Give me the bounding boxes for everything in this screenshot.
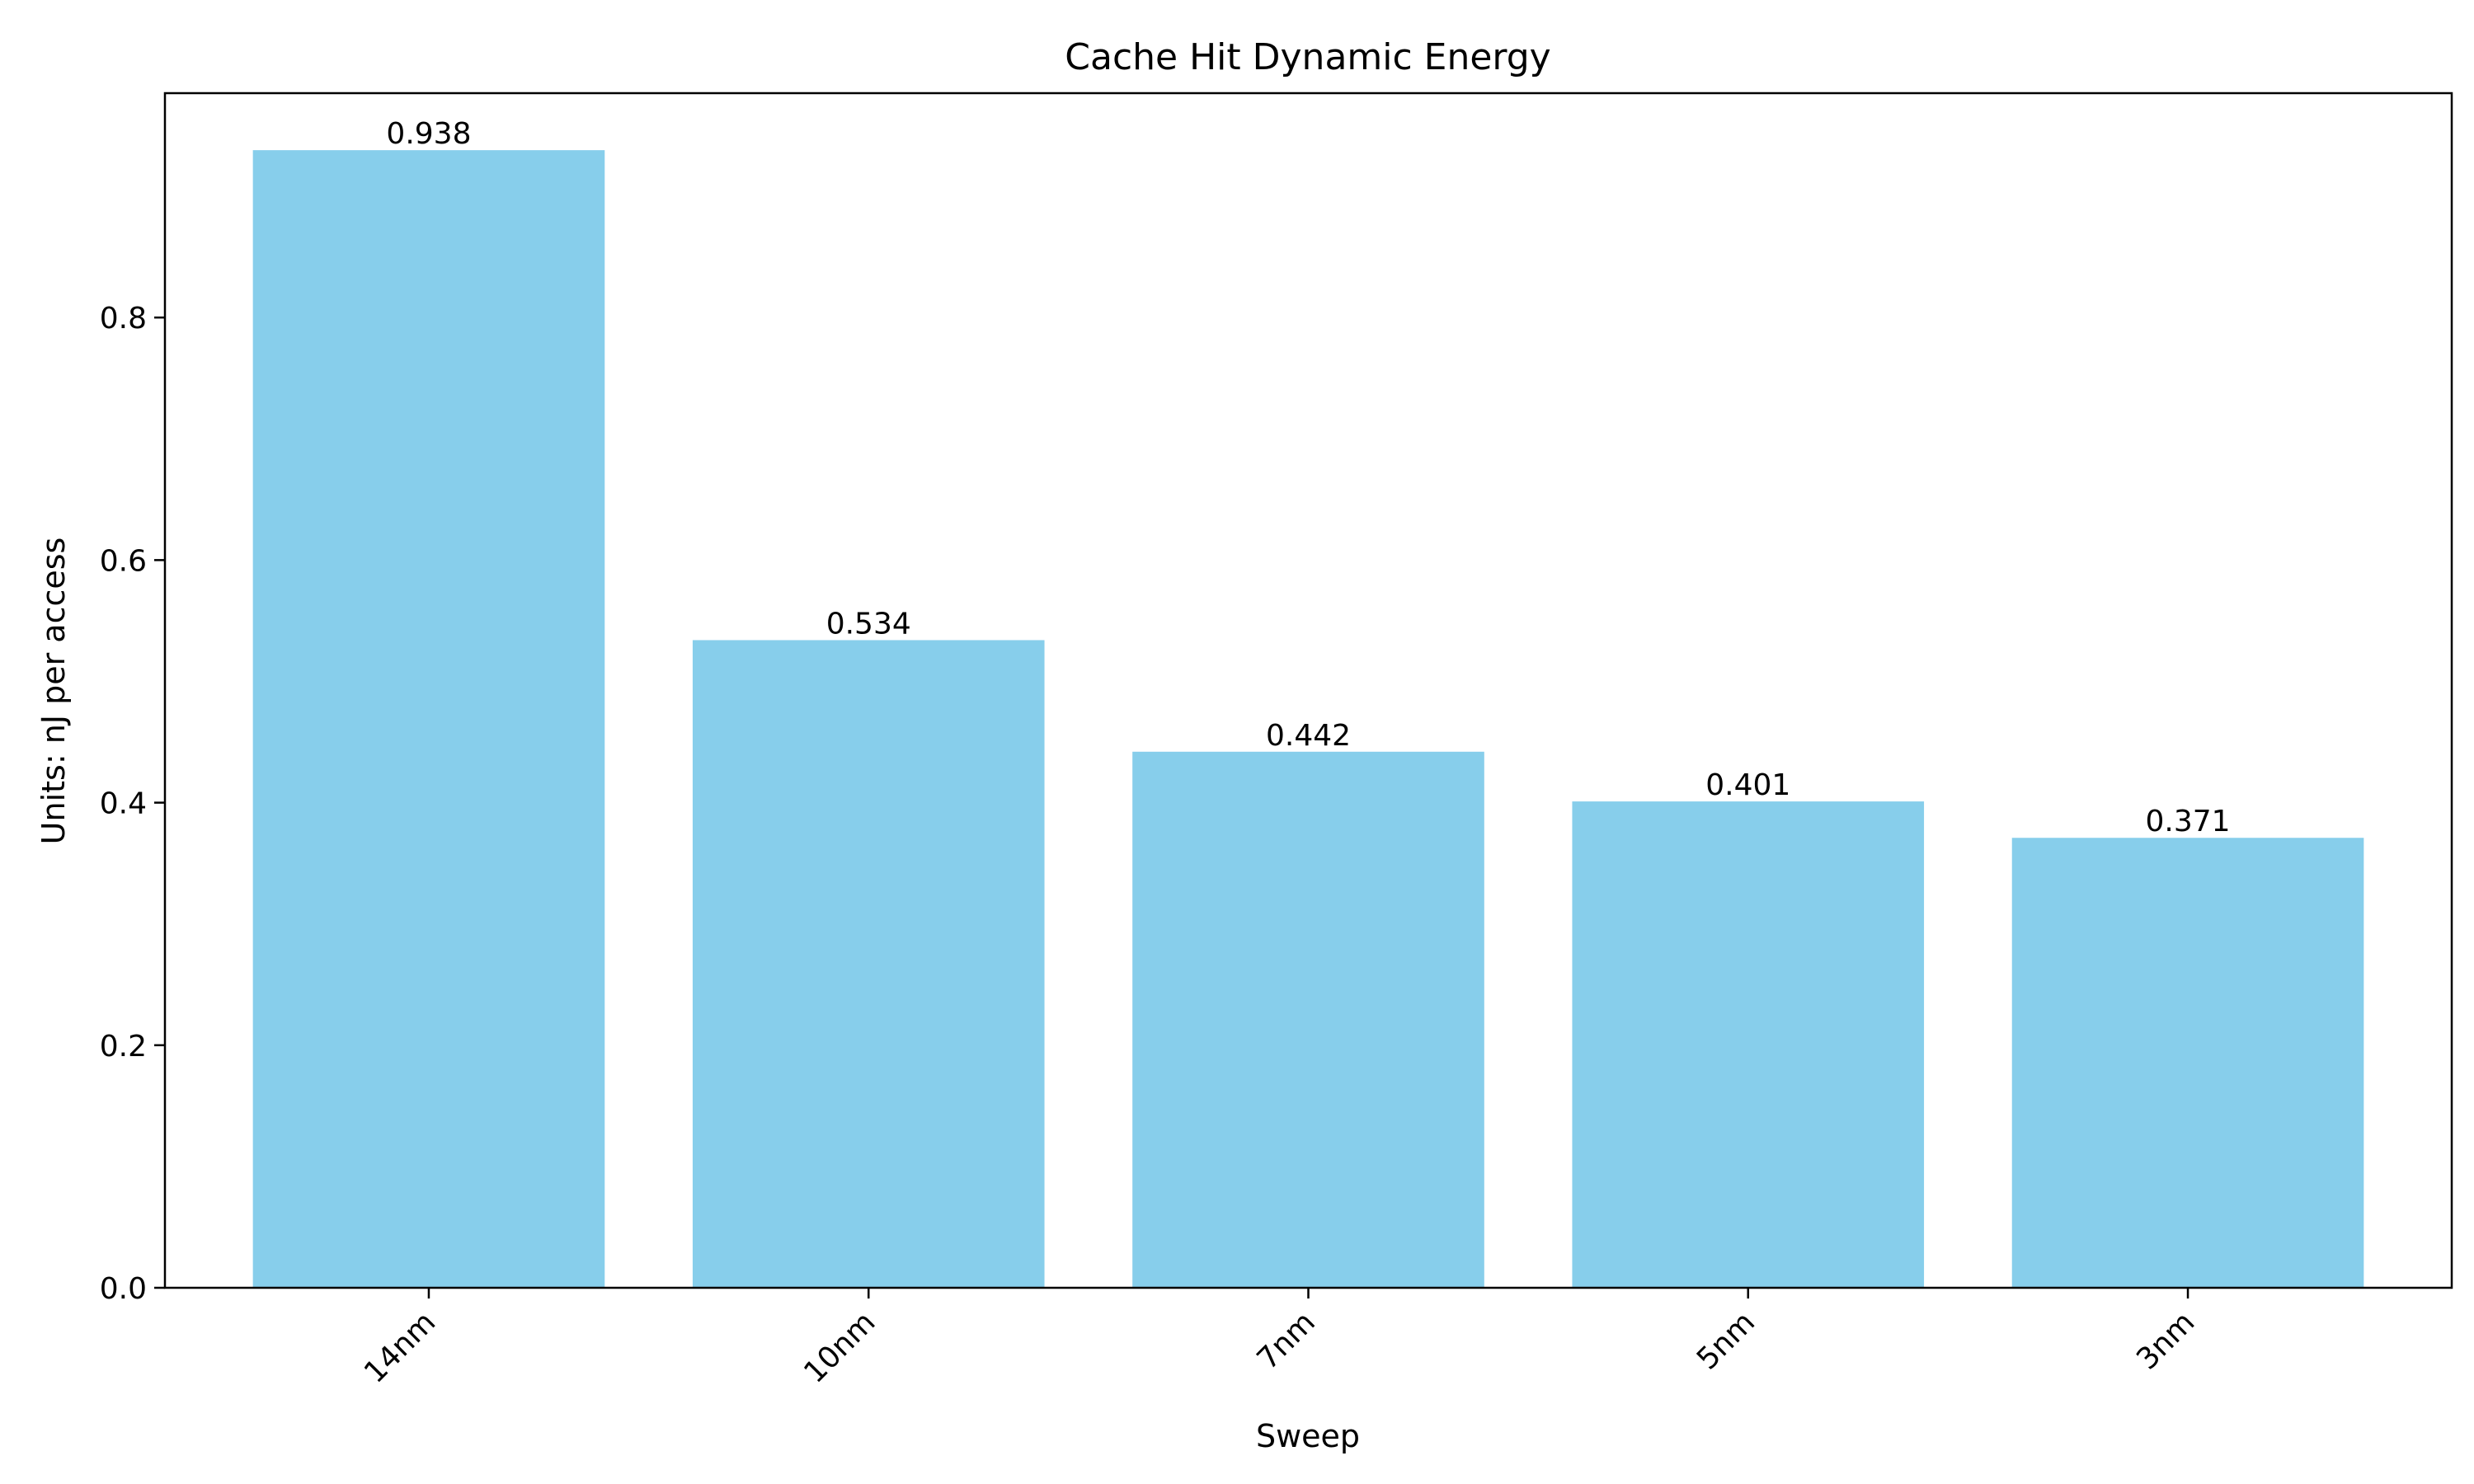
x-tick-label-3nm: 3nm [2130,1305,2201,1376]
y-tick-label-0.6: 0.6 [100,544,147,578]
x-axis-label: Sweep [1256,1418,1360,1454]
data-label-5nm: 0.401 [1705,768,1790,802]
bar-7nm [1132,751,1484,1288]
x-tick-label-7nm: 7nm [1251,1305,1322,1376]
x-tick-label-10nm: 10nm [797,1305,882,1389]
x-tick-label-5nm: 5nm [1691,1305,1761,1376]
y-tick-label-0.8: 0.8 [100,302,147,336]
plot-frame [163,92,2453,1289]
bar-14nm [252,150,605,1288]
y-tick-label-0.2: 0.2 [100,1030,147,1064]
data-label-14nm: 0.938 [386,117,471,151]
chart-title: Cache Hit Dynamic Energy [1065,36,1550,78]
y-axis: 0.0 0.2 0.4 0.6 0.8 [100,302,165,1306]
data-labels: 0.938 0.534 0.442 0.401 0.371 [386,117,2230,838]
bar-5nm [1572,801,1925,1288]
y-tick-label-0.0: 0.0 [100,1272,147,1306]
bar-3nm [2011,838,2364,1288]
data-label-10nm: 0.534 [826,607,911,641]
y-axis-label: Units: nJ per access [35,538,72,845]
bar-10nm [692,640,1045,1288]
data-label-7nm: 0.442 [1266,719,1351,753]
x-tick-label-14nm: 14nm [358,1305,442,1389]
bars [252,150,2364,1288]
x-axis: 14nm 10nm 7nm 5nm 3nm [358,1288,2201,1390]
data-label-3nm: 0.371 [2146,805,2231,838]
y-tick-label-0.4: 0.4 [100,787,147,821]
